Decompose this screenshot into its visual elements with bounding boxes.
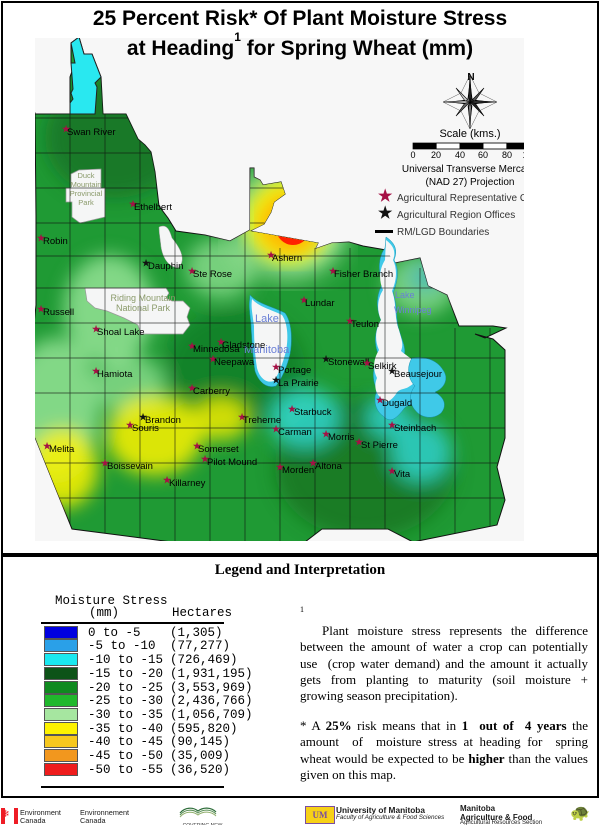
svg-text:(NAD 27) Projection: (NAD 27) Projection (426, 177, 515, 188)
svg-text:100: 100 (522, 150, 524, 160)
svg-text:Lundar: Lundar (305, 298, 335, 309)
svg-text:Steinbach: Steinbach (394, 423, 436, 434)
svg-text:RM/LGD Boundaries: RM/LGD Boundaries (397, 227, 489, 238)
svg-text:Hamiota: Hamiota (97, 369, 133, 380)
svg-text:Killarney: Killarney (169, 478, 206, 489)
svg-text:Ethelbert: Ethelbert (134, 202, 172, 213)
svg-text:Lake: Lake (255, 313, 279, 325)
svg-text:Agricultural Representative Of: Agricultural Representative Offices (397, 193, 524, 204)
svg-text:Ste Rose: Ste Rose (193, 269, 232, 280)
svg-text:National Park: National Park (116, 303, 171, 313)
svg-text:Winnipeg: Winnipeg (394, 305, 432, 315)
svg-text:80: 80 (502, 150, 512, 160)
svg-text:Robin: Robin (43, 236, 68, 247)
svg-text:0: 0 (410, 150, 415, 160)
svg-text:Park: Park (78, 198, 94, 207)
svg-text:Dugald: Dugald (382, 398, 412, 409)
svg-text:Dauphin: Dauphin (148, 261, 183, 272)
svg-text:Universal Transverse Mercator: Universal Transverse Mercator (402, 164, 524, 175)
svg-text:60: 60 (478, 150, 488, 160)
svg-text:★: ★ (378, 205, 393, 222)
svg-text:Neepawa: Neepawa (214, 357, 255, 368)
svg-text:Beausejour: Beausejour (394, 369, 442, 380)
svg-text:Shoal Lake: Shoal Lake (97, 327, 145, 338)
svg-text:Altona: Altona (315, 461, 343, 472)
svg-text:40: 40 (455, 150, 465, 160)
svg-text:Portage: Portage (278, 365, 311, 376)
svg-text:La Prairie: La Prairie (278, 378, 319, 389)
svg-text:Fisher Branch: Fisher Branch (334, 269, 393, 280)
svg-text:Scale (kms.): Scale (kms.) (439, 128, 500, 140)
svg-text:Starbuck: Starbuck (294, 407, 332, 418)
svg-text:Pilot Mound: Pilot Mound (207, 457, 257, 468)
svg-text:Teulon: Teulon (351, 319, 379, 330)
svg-text:Souris: Souris (132, 423, 159, 434)
svg-text:Morris: Morris (328, 432, 355, 443)
svg-text:Gladstone: Gladstone (222, 340, 265, 351)
svg-text:Carberry: Carberry (193, 386, 230, 397)
svg-text:Riding Mountain: Riding Mountain (110, 293, 175, 303)
svg-text:Swan River: Swan River (67, 127, 116, 138)
svg-text:Mountain: Mountain (71, 180, 102, 189)
svg-text:Lake: Lake (395, 290, 415, 300)
svg-text:★: ★ (378, 188, 393, 205)
svg-text:Agricultural Region Offices: Agricultural Region Offices (397, 210, 515, 221)
svg-text:St Pierre: St Pierre (361, 440, 398, 451)
svg-text:Duck: Duck (77, 171, 94, 180)
svg-text:20: 20 (431, 150, 441, 160)
svg-text:Boissevain: Boissevain (107, 461, 153, 472)
svg-text:Provincial: Provincial (70, 189, 103, 198)
svg-text:Ashern: Ashern (272, 253, 302, 264)
svg-text:Vita: Vita (394, 469, 411, 480)
svg-text:Russell: Russell (43, 307, 74, 318)
svg-text:Melita: Melita (49, 444, 75, 455)
svg-text:Carman: Carman (278, 427, 312, 438)
